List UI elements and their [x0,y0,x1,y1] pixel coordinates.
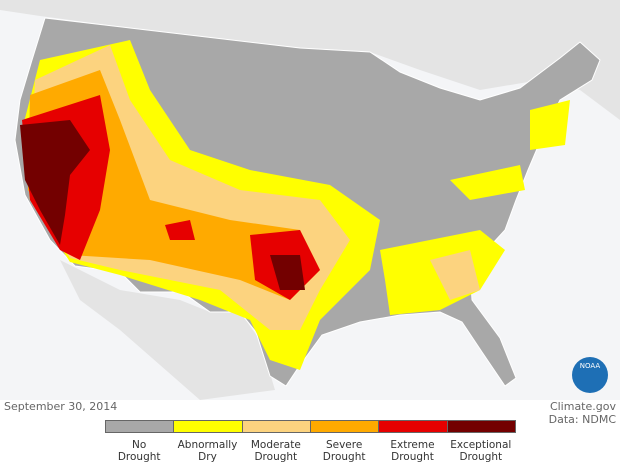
canada [0,0,620,120]
logo-text: NOAA [580,362,601,370]
credit: Climate.gov [549,400,616,413]
legend-label: Exceptional Drought [450,439,512,463]
legend-label: Abnormally Dry [177,439,238,463]
date: September 30, 2014 [4,400,118,413]
mexico [60,260,275,400]
legend-swatch [378,420,448,433]
legend-label: Severe Drought [322,439,366,463]
drought-map: NOAA [0,0,620,400]
legend-item: Moderate Drought [241,420,311,464]
legend-label: Moderate Drought [250,439,301,463]
source: Data: NDMC [548,413,616,426]
drought-area [430,250,480,300]
legend-label: No Drought [117,439,161,463]
legend-item: Extreme Drought [378,420,448,464]
legend-swatch [241,420,311,433]
drought-area [22,95,320,300]
legend-swatch [446,420,516,433]
drought-area [20,120,305,290]
legend-swatch [173,420,243,433]
legend-item: Exceptional Drought [446,420,516,464]
drought-area [380,100,570,315]
legend-item: Abnormally Dry [173,420,243,464]
legend-item: Severe Drought [309,420,380,464]
legend-item: No Drought [105,420,175,464]
logo-circle [572,357,608,393]
legend: No Drought Abnormally Dry Moderate Drought… [105,420,516,464]
legend-swatch [309,420,380,433]
legend-label: Extreme Drought [390,439,435,463]
legend-swatch [105,420,175,433]
